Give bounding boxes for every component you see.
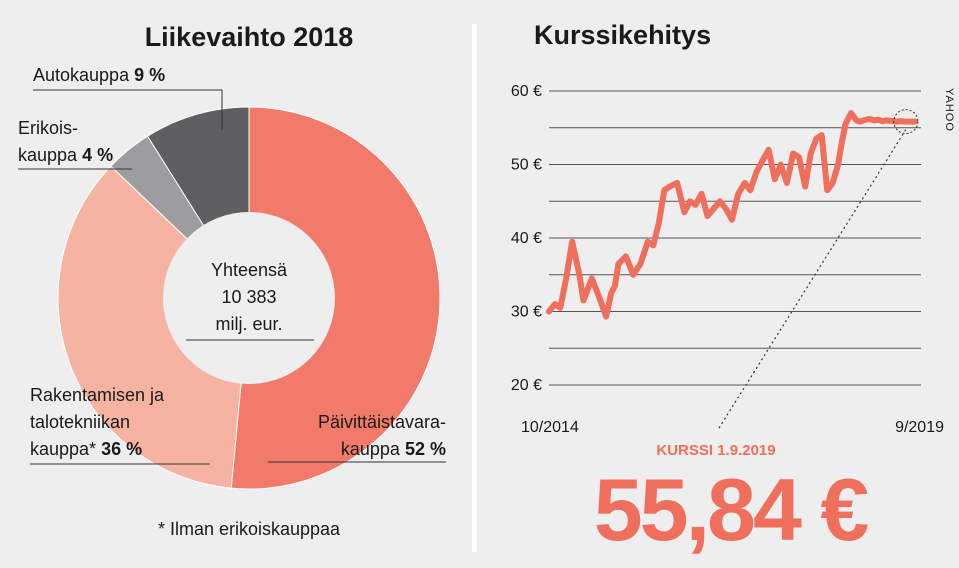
slice-percent: 36 % — [101, 439, 142, 459]
slice-label: Autokauppa — [33, 65, 130, 85]
slice-label: Rakentamisen ja — [30, 385, 165, 405]
label-paivittaistavara: Päivittäistavara- kauppa 52 % — [268, 412, 446, 463]
share-price-line-chart: Kurssikehitys 20 € 30 € 40 € 50 € 60 € 10/20… — [511, 20, 955, 559]
revenue-donut-chart: Liikevaihto 2018 Yhteensä 10 383 milj. e… — [18, 22, 446, 539]
slice-label: Päivittäistavara- — [318, 412, 446, 432]
slice-label: kauppa* — [30, 439, 96, 459]
latest-price-marker — [893, 109, 919, 135]
label-erikoiskauppa: Erikois- kauppa 4 % — [18, 118, 132, 170]
y-tick-label: 40 € — [511, 230, 542, 247]
slice-percent: 9 % — [134, 65, 165, 85]
donut-hole — [163, 212, 335, 384]
leader-line — [33, 89, 223, 130]
highlight-label: KURSSI 1.9.2019 — [656, 442, 775, 459]
label-autokauppa: Autokauppa 9 % — [33, 65, 223, 130]
svg-text:kauppa 4 %: kauppa 4 % — [18, 145, 113, 165]
donut-slice-paivittaistavara — [230, 106, 441, 490]
panel-divider — [472, 24, 477, 552]
y-axis-ticks: 20 € 30 € 40 € 50 € 60 € — [511, 83, 542, 394]
donut-slices — [57, 106, 441, 490]
grid — [549, 90, 921, 386]
footnote: * Ilman erikoiskauppaa — [158, 519, 341, 539]
donut-title: Liikevaihto 2018 — [145, 22, 354, 52]
source-label: YAHOO — [943, 88, 955, 132]
x-end-label: 9/2019 — [895, 419, 944, 436]
svg-text:Autokauppa 9 %: Autokauppa 9 % — [33, 65, 165, 85]
slice-percent: 4 % — [82, 145, 113, 165]
price-series-line — [546, 110, 918, 320]
y-tick-label: 60 € — [511, 83, 542, 100]
y-tick-label: 30 € — [511, 304, 542, 321]
donut-slice-rakentaminen — [57, 165, 250, 489]
slice-label: talotekniikan — [30, 412, 130, 432]
label-rakentaminen: Rakentamisen ja talotekniikan kauppa* 36… — [30, 385, 210, 465]
x-start-label: 10/2014 — [521, 419, 579, 436]
donut-center-label: Yhteensä — [211, 260, 288, 280]
svg-text:kauppa 52 %: kauppa 52 % — [341, 439, 446, 459]
y-tick-label: 20 € — [511, 377, 542, 394]
highlight-value: 55,84 € — [594, 460, 869, 559]
slice-percent: 52 % — [405, 439, 446, 459]
slice-label: kauppa — [341, 439, 401, 459]
callout-line — [718, 129, 907, 429]
donut-center-value: 10 383 — [221, 287, 276, 307]
slice-label: Erikois- — [18, 118, 78, 138]
svg-text:kauppa* 36 %: kauppa* 36 % — [30, 439, 142, 459]
line-chart-title: Kurssikehitys — [534, 20, 711, 50]
donut-center-unit: milj. eur. — [215, 314, 282, 334]
y-tick-label: 50 € — [511, 157, 542, 174]
slice-label: kauppa — [18, 145, 78, 165]
